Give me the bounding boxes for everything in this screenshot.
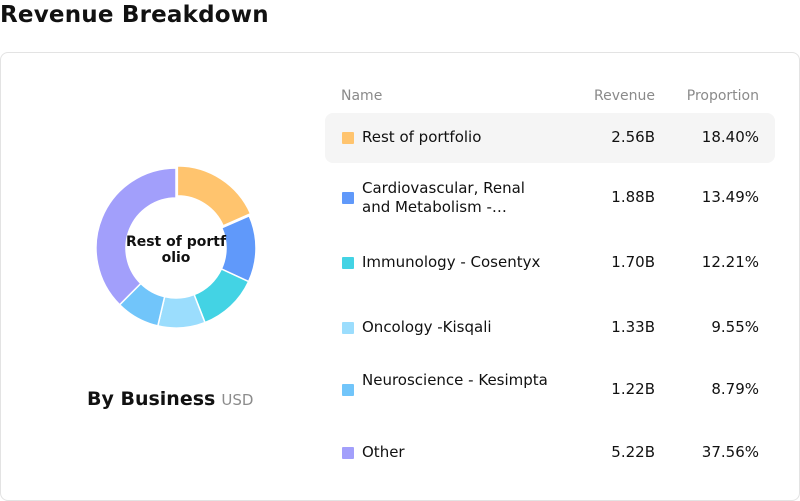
row-revenue: 1.22B	[611, 380, 655, 398]
row-proportion: 12.21%	[701, 253, 759, 271]
chart-caption-title: By Business	[87, 388, 216, 410]
legend-swatch	[342, 384, 354, 396]
revenue-card: Rest of portfolio By Business USD Name Re…	[0, 52, 800, 501]
row-proportion: 13.49%	[701, 188, 759, 206]
legend-swatch	[342, 132, 354, 144]
table-row[interactable]: Oncology -Kisqali 1.33B 9.55%	[325, 303, 775, 353]
table-row[interactable]: Rest of portfolio 2.56B 18.40%	[325, 113, 775, 163]
row-name: Other	[362, 443, 405, 461]
row-revenue: 5.22B	[611, 443, 655, 461]
table-row[interactable]: Immunology - Cosentyx 1.70B 12.21%	[325, 238, 775, 288]
column-header-proportion: Proportion	[686, 88, 759, 104]
row-revenue: 1.70B	[611, 253, 655, 271]
table-row[interactable]: Neuroscience - Kesimpta 1.22B 8.79%	[325, 365, 775, 415]
row-name: Rest of portfolio	[362, 128, 482, 146]
legend-swatch	[342, 322, 354, 334]
page-title: Revenue Breakdown	[0, 2, 269, 28]
row-proportion: 18.40%	[701, 128, 759, 146]
row-name: Oncology -Kisqali	[362, 318, 492, 336]
row-proportion: 8.79%	[711, 380, 759, 398]
row-name: Neuroscience - Kesimpta	[362, 371, 548, 389]
row-revenue: 1.88B	[611, 188, 655, 206]
row-proportion: 9.55%	[711, 318, 759, 336]
row-proportion: 37.56%	[701, 443, 759, 461]
column-header-revenue: Revenue	[594, 88, 655, 104]
currency-unit: USD	[221, 391, 254, 409]
donut-caption: By Business USD	[87, 388, 253, 410]
legend-swatch	[342, 192, 354, 204]
donut-slice[interactable]	[95, 167, 177, 306]
row-revenue: 1.33B	[611, 318, 655, 336]
table-row[interactable]: Cardiovascular, Renal and Metabolism -… 1…	[325, 173, 775, 223]
donut-slice[interactable]	[176, 165, 252, 227]
table-row[interactable]: Other 5.22B 37.56%	[325, 428, 775, 478]
row-revenue: 2.56B	[611, 128, 655, 146]
row-name: Cardiovascular, Renal and Metabolism -…	[362, 179, 525, 216]
row-name: Immunology - Cosentyx	[362, 253, 541, 271]
legend-swatch	[342, 257, 354, 269]
donut-center-label: Rest of portfolio	[125, 234, 227, 266]
column-header-name: Name	[341, 88, 383, 104]
legend-swatch	[342, 447, 354, 459]
donut-chart[interactable]	[91, 163, 261, 333]
